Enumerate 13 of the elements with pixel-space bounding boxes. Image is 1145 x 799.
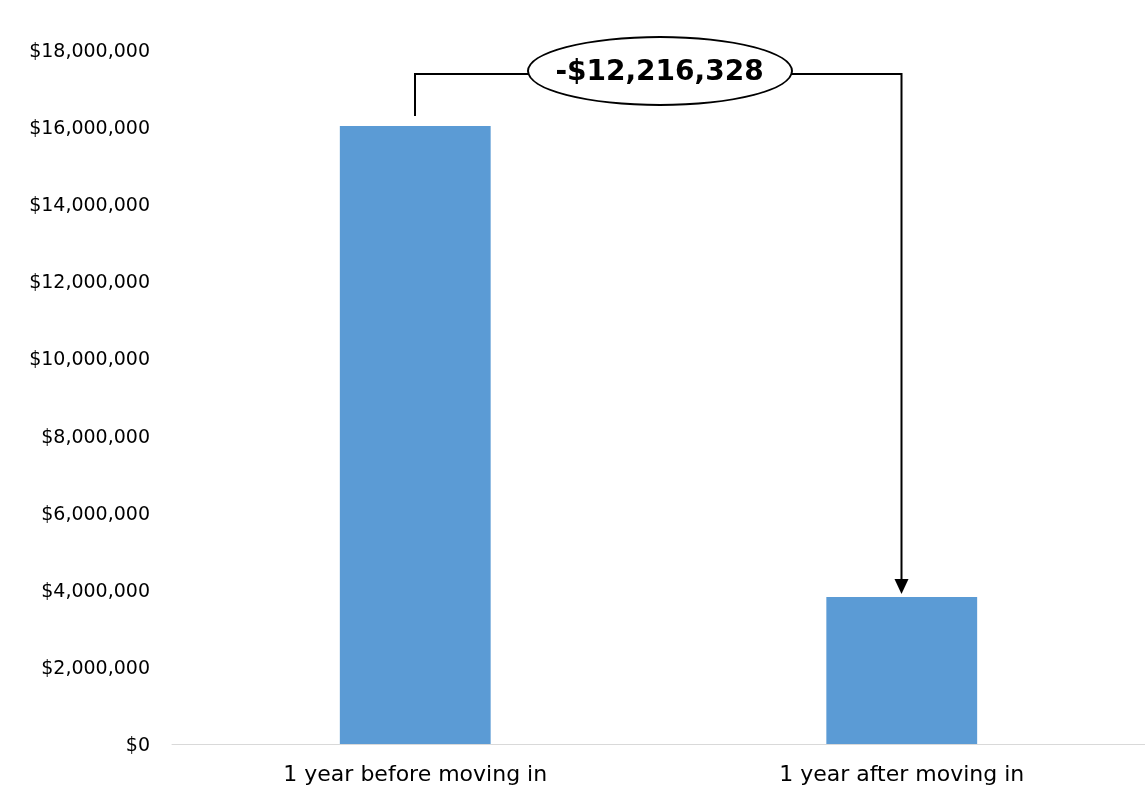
y-tick-label: $0: [125, 733, 150, 755]
y-tick-label: $8,000,000: [41, 424, 150, 447]
x-tick-label: 1 year after moving in: [779, 760, 1025, 786]
y-tick-label: $12,000,000: [29, 270, 150, 293]
y-tick-label: $18,000,000: [29, 39, 150, 61]
y-tick-label: $2,000,000: [41, 655, 150, 678]
y-tick-label: $14,000,000: [29, 193, 150, 216]
annotation: -$12,216,328: [526, 36, 793, 106]
y-tick-label: $10,000,000: [29, 347, 150, 370]
y-tick-label: $6,000,000: [41, 501, 150, 524]
y-tick-label: $16,000,000: [29, 116, 150, 139]
x-tick-label: 1 year before moving in: [283, 760, 548, 786]
y-tick-label: $4,000,000: [41, 578, 150, 601]
